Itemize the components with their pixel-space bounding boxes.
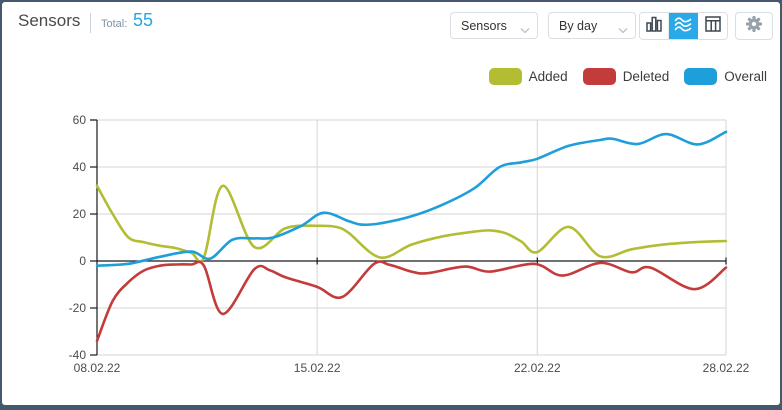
svg-text:-40: -40 [69, 348, 87, 362]
legend-label: Deleted [622, 69, 670, 84]
added-swatch [488, 68, 522, 85]
series-line-added [95, 184, 728, 263]
table-icon [703, 14, 723, 39]
series-line-deleted [95, 260, 728, 343]
total-label: Total: [101, 18, 128, 30]
series-line-overall [95, 130, 728, 267]
legend-item-added[interactable]: Added [488, 68, 568, 85]
settings-button[interactable] [735, 12, 773, 40]
svg-text:60: 60 [73, 113, 87, 127]
legend-label: Added [528, 69, 568, 84]
overall-swatch [684, 68, 718, 85]
svg-text:40: 40 [73, 160, 87, 174]
legend-label: Overall [724, 69, 767, 84]
line-chart-view-button[interactable] [669, 13, 698, 39]
svg-text:22.02.22: 22.02.22 [514, 361, 561, 375]
title-divider [90, 13, 91, 33]
view-switcher [639, 12, 728, 40]
chevron-down-icon [618, 23, 628, 37]
chart-type-dropdown[interactable]: Sensors [450, 12, 538, 39]
line-chart-icon [673, 14, 693, 39]
total-count: 55 [133, 10, 154, 30]
chevron-down-icon [520, 23, 530, 37]
bar-chart-icon [644, 14, 664, 39]
svg-text:20: 20 [73, 207, 87, 221]
chart-legend: Added Deleted Overall [488, 68, 767, 85]
sensors-panel: Sensors Total: 55 Sensors By day [2, 2, 780, 405]
table-view-button[interactable] [698, 13, 727, 39]
svg-text:15.02.22: 15.02.22 [294, 361, 341, 375]
page-title: Sensors [18, 11, 81, 30]
period-dropdown-value: By day [559, 18, 598, 33]
legend-item-deleted[interactable]: Deleted [582, 68, 670, 85]
chart-type-dropdown-value: Sensors [461, 18, 507, 33]
legend-item-overall[interactable]: Overall [684, 68, 767, 85]
bar-chart-view-button[interactable] [640, 13, 669, 39]
svg-text:0: 0 [79, 254, 86, 268]
period-dropdown[interactable]: By day [548, 12, 636, 39]
gear-icon [744, 14, 764, 39]
svg-text:-20: -20 [69, 301, 87, 315]
svg-text:28.02.22: 28.02.22 [703, 361, 750, 375]
deleted-swatch [582, 68, 616, 85]
svg-text:08.02.22: 08.02.22 [74, 361, 121, 375]
